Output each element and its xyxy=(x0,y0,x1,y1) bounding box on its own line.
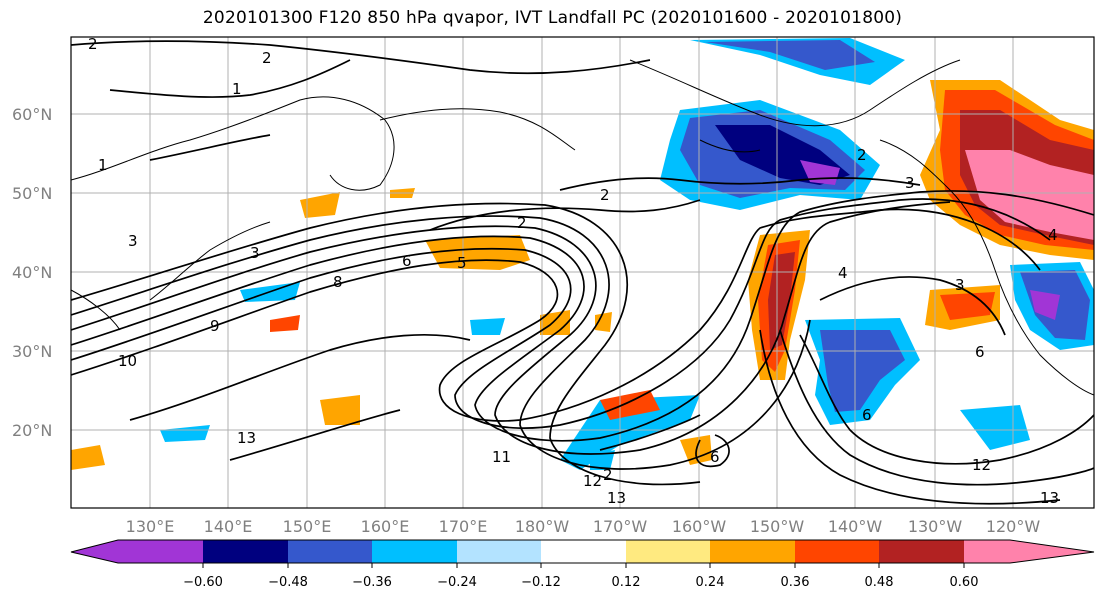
colorbar-tick-label: 0.60 xyxy=(950,575,979,590)
contour-label: 3 xyxy=(250,244,260,262)
colorbar-segment xyxy=(71,540,203,563)
contour-label: 2 xyxy=(600,186,610,204)
latitude-labels: 60°N 50°N 40°N 30°N 20°N xyxy=(12,105,52,440)
colorbar-segment xyxy=(964,540,1094,563)
colorbar-tick-label: 0.12 xyxy=(612,575,641,590)
lat-label: 50°N xyxy=(12,184,52,203)
contour-label: 10 xyxy=(118,352,137,370)
colorbar-segment xyxy=(795,540,879,563)
lon-label: 140°W xyxy=(828,517,883,536)
colorbar-segment xyxy=(626,540,710,563)
coastlines xyxy=(71,59,1094,396)
colorbar-tick-label: −0.12 xyxy=(521,575,561,590)
plot-title: 2020101300 F120 850 hPa qvapor, IVT Land… xyxy=(202,8,903,28)
lon-label: 150°W xyxy=(750,517,805,536)
contour-label: 3 xyxy=(955,276,965,294)
colorbar-tick-labels: −0.60 −0.48 −0.36 −0.24 −0.12 0.12 0.24 … xyxy=(183,575,978,590)
contour-label: 3 xyxy=(905,174,915,192)
contour-label: 9 xyxy=(210,317,220,335)
contour-label: 6 xyxy=(402,252,412,270)
contour-label: 6 xyxy=(710,448,720,466)
contour-label: 1 xyxy=(232,80,242,98)
lon-label: 170°E xyxy=(439,517,488,536)
colorbar-segments xyxy=(71,540,1094,563)
contour-label: 2 xyxy=(88,35,98,53)
colorbar-segment xyxy=(457,540,541,563)
lon-label: 160°W xyxy=(672,517,727,536)
contour-label: 5 xyxy=(457,254,467,272)
colorbar-tick-label: −0.36 xyxy=(352,575,392,590)
lon-label: 120°W xyxy=(986,517,1041,536)
lon-label: 180°W xyxy=(515,517,570,536)
colorbar: −0.60 −0.48 −0.36 −0.24 −0.12 0.12 0.24 … xyxy=(70,539,1095,590)
contour-label: 6 xyxy=(862,406,872,424)
contour-label: 2 xyxy=(603,466,613,484)
contour-label: 12 xyxy=(972,456,991,474)
colorbar-segment xyxy=(879,540,964,563)
contour-label: 2 xyxy=(517,214,527,232)
contour-label: 12 xyxy=(583,472,602,490)
map-border xyxy=(70,36,1095,509)
contour-label: 4 xyxy=(1048,226,1058,244)
contour-label: 13 xyxy=(1040,489,1059,507)
lat-label: 60°N xyxy=(12,105,52,124)
lon-label: 140°E xyxy=(204,517,253,536)
colorbar-segment xyxy=(541,540,626,563)
colorbar-tick-label: 0.24 xyxy=(696,575,725,590)
contour-label: 6 xyxy=(975,343,985,361)
contour-label: 3 xyxy=(128,232,138,250)
lat-label: 40°N xyxy=(12,263,52,282)
colorbar-tick-label: −0.48 xyxy=(268,575,308,590)
contour-label: 11 xyxy=(492,448,511,466)
contour-label: 2 xyxy=(857,146,867,164)
lon-label: 130°E xyxy=(126,517,175,536)
contour-label: 8 xyxy=(333,273,343,291)
colorbar-segment xyxy=(203,540,288,563)
map-panel: 2 2 1 1 3 2 2 2 3 5 6 8 9 10 13 11 12 13… xyxy=(71,35,1094,508)
lat-label: 20°N xyxy=(12,421,52,440)
lon-label: 160°E xyxy=(361,517,410,536)
longitude-labels: 130°E 140°E 150°E 160°E 170°E 180°W 170°… xyxy=(126,517,1041,536)
lon-label: 170°W xyxy=(593,517,648,536)
colorbar-tick-label: 0.48 xyxy=(865,575,894,590)
contour-label: 13 xyxy=(607,489,626,507)
contour-labels: 2 2 1 1 3 2 2 2 3 5 6 8 9 10 13 11 12 13… xyxy=(88,35,1059,507)
colorbar-tick-label: 0.36 xyxy=(781,575,810,590)
contour-label: 2 xyxy=(262,49,272,67)
colorbar-segment xyxy=(288,540,372,563)
colorbar-tick-label: −0.60 xyxy=(183,575,223,590)
ivt-contours xyxy=(71,40,1094,505)
contour-label: 1 xyxy=(98,156,108,174)
lon-label: 130°W xyxy=(908,517,963,536)
lat-label: 30°N xyxy=(12,342,52,361)
colorbar-outline xyxy=(70,539,1095,564)
lon-label: 150°E xyxy=(283,517,332,536)
colorbar-segment xyxy=(372,540,457,563)
colorbar-segment xyxy=(710,540,795,563)
colorbar-ticks xyxy=(202,563,965,568)
contour-label: 13 xyxy=(237,429,256,447)
colorbar-tick-label: −0.24 xyxy=(437,575,477,590)
contour-label: 4 xyxy=(838,264,848,282)
